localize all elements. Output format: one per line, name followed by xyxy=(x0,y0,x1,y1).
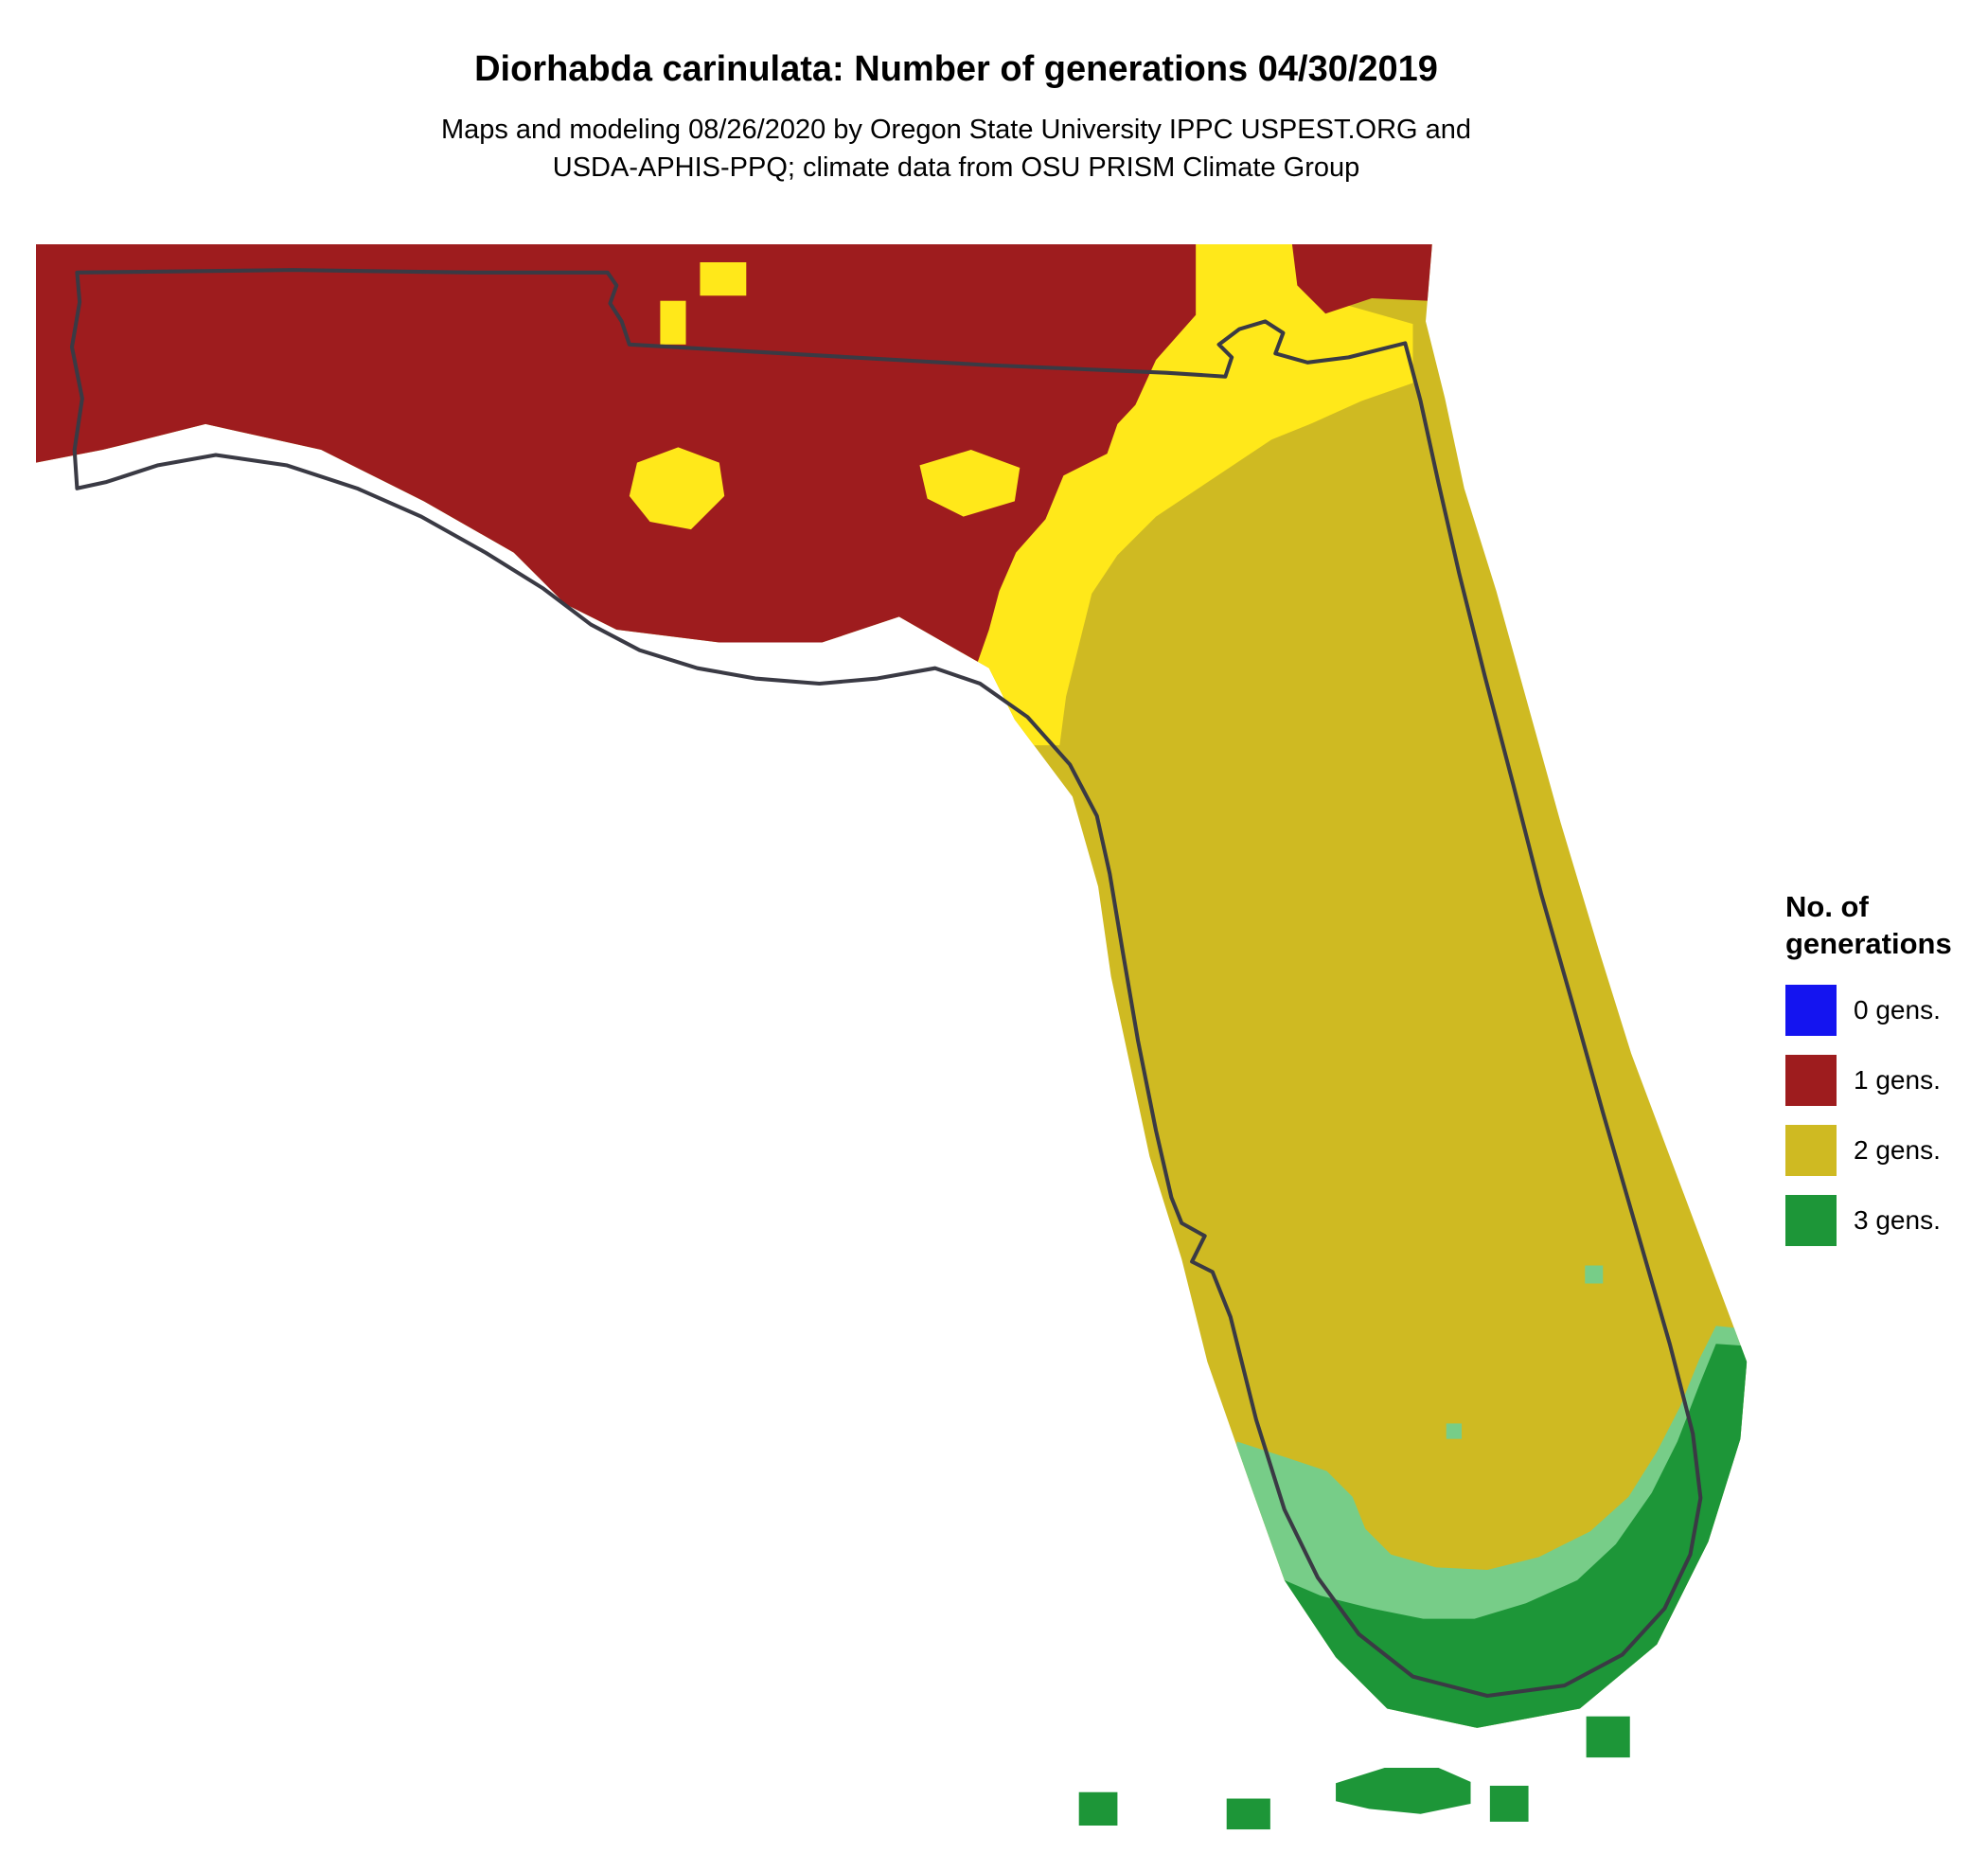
keys-patch-3 xyxy=(1336,1767,1471,1814)
legend-items: 0 gens. 1 gens. 2 gens. 3 gens. xyxy=(1785,985,1988,1246)
keys-patch-2 xyxy=(1226,1798,1270,1830)
legend-title-line-2: generations xyxy=(1785,927,1952,960)
header: Diorhabda carinulata: Number of generati… xyxy=(0,49,1912,187)
legend-title-line-1: No. of xyxy=(1785,890,1869,923)
legend-label-2-gens: 2 gens. xyxy=(1854,1135,1941,1165)
light-green-speck-2 xyxy=(1446,1423,1463,1439)
legend-swatch-2-gens xyxy=(1785,1125,1837,1176)
yellow-patch-3 xyxy=(629,447,725,530)
florida-generations-map xyxy=(36,244,1748,1830)
map-title: Diorhabda carinulata: Number of generati… xyxy=(474,49,1438,89)
map-subtitle-line-2: USDA-APHIS-PPQ; climate data from OSU PR… xyxy=(552,152,1360,183)
keys-patch-5 xyxy=(1586,1716,1630,1758)
map-subtitle-line-1: Maps and modeling 08/26/2020 by Oregon S… xyxy=(440,115,1472,145)
region-1-generation-northeast xyxy=(1291,244,1432,314)
legend-label-0-gens: 0 gens. xyxy=(1854,995,1941,1025)
yellow-patch-2 xyxy=(660,300,686,345)
yellow-patch-1 xyxy=(700,261,747,296)
legend-swatch-3-gens xyxy=(1785,1195,1837,1246)
legend-swatch-0-gens xyxy=(1785,985,1837,1036)
yellow-patch-4 xyxy=(919,450,1021,517)
legend-swatch-1-gens xyxy=(1785,1055,1837,1106)
region-1-generation-panhandle xyxy=(36,244,1197,682)
light-green-speck-1 xyxy=(1585,1265,1604,1284)
raster-layers xyxy=(36,244,1748,1728)
legend-item-2-gens: 2 gens. xyxy=(1785,1125,1988,1176)
legend: No. of generations 0 gens. 1 gens. 2 gen… xyxy=(1785,888,1988,1265)
keys-patch-4 xyxy=(1489,1785,1529,1822)
region-transition-band xyxy=(960,244,1413,746)
legend-label-3-gens: 3 gens. xyxy=(1854,1205,1941,1235)
legend-item-0-gens: 0 gens. xyxy=(1785,985,1988,1036)
florida-keys-patches xyxy=(1078,1716,1630,1830)
state-boundary-line xyxy=(69,268,1703,1699)
legend-label-1-gens: 1 gens. xyxy=(1854,1065,1941,1095)
keys-patch-1 xyxy=(1078,1791,1118,1826)
legend-item-1-gens: 1 gens. xyxy=(1785,1055,1988,1106)
legend-item-3-gens: 3 gens. xyxy=(1785,1195,1988,1246)
